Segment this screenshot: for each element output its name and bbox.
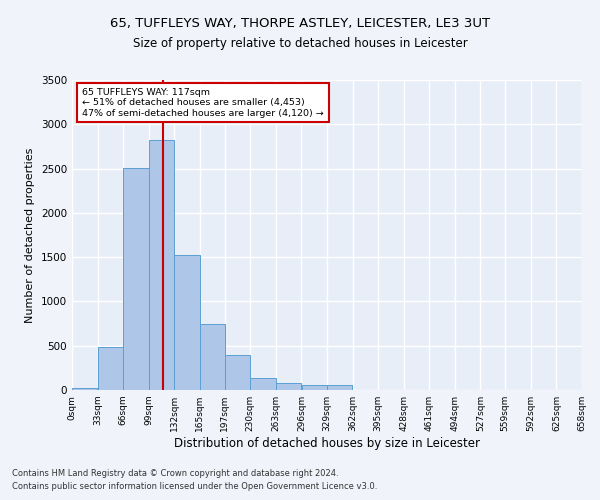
Bar — [276, 384, 301, 390]
Bar — [225, 356, 250, 390]
Bar — [302, 385, 327, 390]
Bar — [250, 378, 276, 390]
Bar — [200, 324, 224, 390]
Text: 65, TUFFLEYS WAY, THORPE ASTLEY, LEICESTER, LE3 3UT: 65, TUFFLEYS WAY, THORPE ASTLEY, LEICEST… — [110, 18, 490, 30]
Text: Contains public sector information licensed under the Open Government Licence v3: Contains public sector information licen… — [12, 482, 377, 491]
Text: Size of property relative to detached houses in Leicester: Size of property relative to detached ho… — [133, 38, 467, 51]
Bar — [149, 140, 174, 390]
Text: 65 TUFFLEYS WAY: 117sqm
← 51% of detached houses are smaller (4,453)
47% of semi: 65 TUFFLEYS WAY: 117sqm ← 51% of detache… — [82, 88, 324, 118]
X-axis label: Distribution of detached houses by size in Leicester: Distribution of detached houses by size … — [174, 437, 480, 450]
Text: Contains HM Land Registry data © Crown copyright and database right 2024.: Contains HM Land Registry data © Crown c… — [12, 468, 338, 477]
Bar — [98, 348, 123, 390]
Bar — [72, 388, 97, 390]
Bar — [123, 168, 149, 390]
Bar — [175, 256, 200, 390]
Bar — [327, 385, 352, 390]
Y-axis label: Number of detached properties: Number of detached properties — [25, 148, 35, 322]
